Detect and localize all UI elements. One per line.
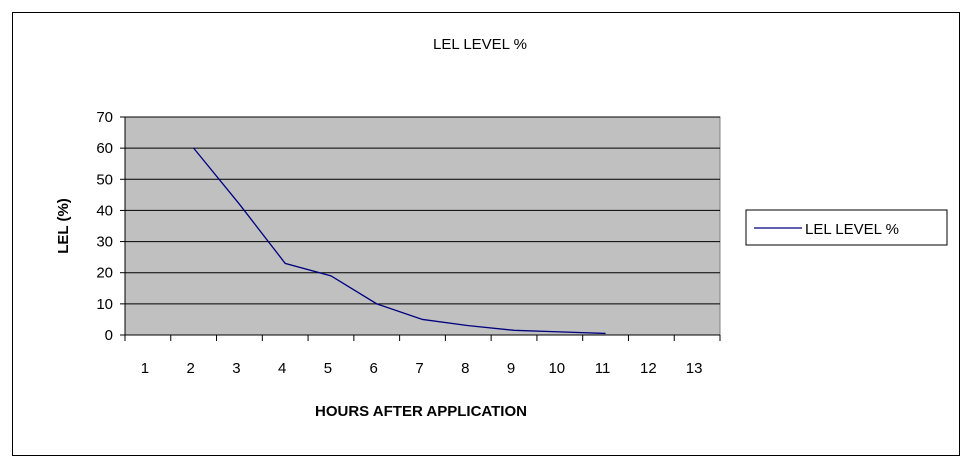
y-axis-ticks: 0 10 20 30 40 50 60 70 xyxy=(96,109,125,344)
legend-label: LEL LEVEL % xyxy=(805,221,899,238)
x-tick-label: 3 xyxy=(232,360,240,377)
x-tick-label: 6 xyxy=(370,360,378,377)
x-tick-label: 7 xyxy=(415,360,423,377)
y-tick-label: 20 xyxy=(96,265,113,282)
y-tick-label: 10 xyxy=(96,296,113,313)
y-tick-label: 70 xyxy=(96,109,113,126)
x-tick-label: 11 xyxy=(595,360,611,377)
x-tick-label: 13 xyxy=(686,360,703,377)
y-axis-title: LEL (%) xyxy=(55,198,72,254)
y-tick-label: 60 xyxy=(96,140,113,157)
x-axis-title: HOURS AFTER APPLICATION xyxy=(315,403,527,420)
x-tick-label: 4 xyxy=(278,360,286,377)
legend: LEL LEVEL % xyxy=(745,209,948,246)
x-tick-label: 5 xyxy=(324,360,332,377)
gridlines xyxy=(125,116,720,305)
series-lines xyxy=(193,147,606,335)
x-tick-label: 2 xyxy=(186,360,194,377)
x-tick-label: 8 xyxy=(461,360,469,377)
plot-area xyxy=(124,116,721,336)
x-axis-ticks: 1 2 3 4 5 6 7 8 9 10 11 12 13 xyxy=(124,335,721,377)
chart-title: LEL LEVEL % xyxy=(433,36,527,53)
y-tick-label: 0 xyxy=(105,327,113,344)
y-tick-label: 50 xyxy=(96,171,113,188)
x-tick-label: 1 xyxy=(141,360,149,377)
y-tick-label: 30 xyxy=(96,234,113,251)
x-tick-label: 9 xyxy=(507,360,515,377)
y-tick-label: 40 xyxy=(96,202,113,219)
series-line-0 xyxy=(193,147,606,335)
x-tick-label: 12 xyxy=(640,360,657,377)
x-tick-label: 10 xyxy=(548,360,565,377)
